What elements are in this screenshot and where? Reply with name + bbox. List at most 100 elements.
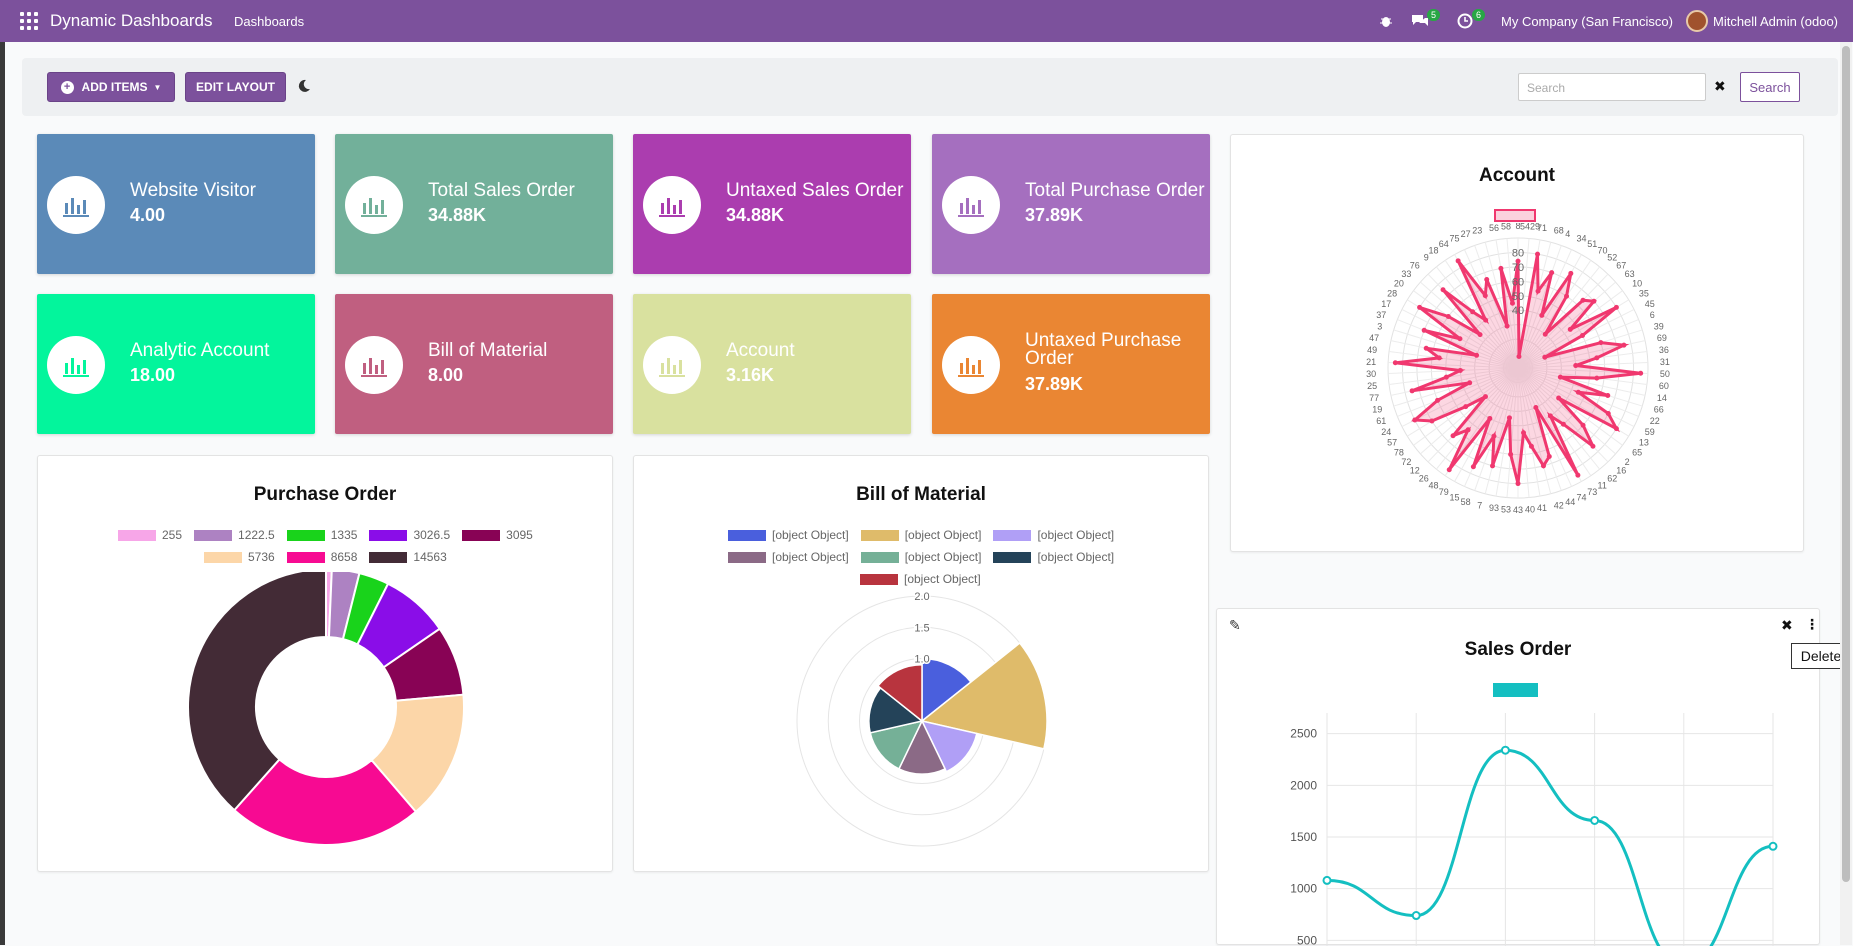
radar-point[interactable] bbox=[1547, 413, 1553, 419]
kpi-tile[interactable]: Website Visitor 4.00 bbox=[37, 134, 315, 274]
more-menu-icon[interactable]: ⋮ bbox=[1805, 616, 1819, 632]
edit-layout-button[interactable]: EDIT LAYOUT bbox=[185, 72, 286, 102]
radar-point[interactable] bbox=[1521, 430, 1527, 436]
radar-point[interactable] bbox=[1575, 389, 1581, 395]
kpi-tile[interactable]: Untaxed Sales Order 34.88K bbox=[633, 134, 911, 274]
radar-point[interactable] bbox=[1465, 427, 1471, 433]
bug-icon[interactable] bbox=[1379, 14, 1393, 33]
menu-dashboards[interactable]: Dashboards bbox=[234, 14, 305, 29]
clock-icon[interactable] bbox=[1457, 13, 1473, 34]
clear-search-icon[interactable]: ✖ bbox=[1714, 78, 1726, 94]
edit-icon[interactable]: ✎ bbox=[1229, 617, 1241, 633]
radar-point[interactable] bbox=[1590, 443, 1596, 449]
legend-item[interactable]: [object Object] bbox=[860, 528, 981, 542]
close-icon[interactable]: ✖ bbox=[1781, 617, 1793, 633]
radar-point[interactable] bbox=[1463, 404, 1469, 410]
radar-point[interactable] bbox=[1429, 418, 1435, 424]
radar-point[interactable] bbox=[1445, 313, 1451, 319]
radar-point[interactable] bbox=[1542, 331, 1548, 337]
radar-point[interactable] bbox=[1564, 293, 1570, 299]
radar-point[interactable] bbox=[1591, 298, 1597, 304]
radar-point[interactable] bbox=[1412, 417, 1418, 423]
radar-point[interactable] bbox=[1568, 270, 1574, 276]
legend-item[interactable]: [object Object] bbox=[993, 550, 1114, 564]
line-point[interactable] bbox=[1768, 841, 1778, 851]
radar-point[interactable] bbox=[1605, 392, 1611, 398]
line-point[interactable] bbox=[1590, 815, 1600, 825]
radar-point[interactable] bbox=[1621, 342, 1627, 348]
radar-point[interactable] bbox=[1440, 287, 1446, 293]
apps-grid-icon[interactable] bbox=[20, 12, 38, 30]
radar-point[interactable] bbox=[1483, 317, 1489, 323]
search-button[interactable]: Search bbox=[1740, 72, 1800, 102]
radar-point[interactable] bbox=[1482, 293, 1488, 299]
kpi-tile[interactable]: Total Purchase Order 37.89K bbox=[932, 134, 1210, 274]
radar-point[interactable] bbox=[1540, 463, 1546, 469]
radar-point[interactable] bbox=[1482, 394, 1488, 400]
radar-point[interactable] bbox=[1546, 454, 1552, 460]
radar-point[interactable] bbox=[1580, 422, 1586, 428]
radar-point[interactable] bbox=[1506, 415, 1512, 421]
line-point[interactable] bbox=[1500, 745, 1510, 755]
radar-point[interactable] bbox=[1392, 360, 1398, 366]
legend-item[interactable]: [object Object] bbox=[728, 550, 849, 564]
legend-item[interactable]: 14563 bbox=[369, 550, 447, 564]
radar-point[interactable] bbox=[1539, 312, 1545, 318]
search-input[interactable]: Search bbox=[1518, 73, 1706, 101]
radar-point[interactable] bbox=[1549, 270, 1555, 276]
radar-point[interactable] bbox=[1594, 375, 1600, 381]
radar-point[interactable] bbox=[1528, 443, 1534, 449]
add-items-button[interactable]: + ADD ITEMS ▼ bbox=[47, 72, 175, 102]
radar-point[interactable] bbox=[1491, 433, 1497, 439]
kpi-tile[interactable]: Analytic Account 18.00 bbox=[37, 294, 315, 434]
legend-item[interactable]: 1335 bbox=[286, 528, 357, 542]
radar-point[interactable] bbox=[1487, 415, 1493, 421]
kpi-tile[interactable]: Total Sales Order 34.88K bbox=[335, 134, 613, 274]
radar-point[interactable] bbox=[1515, 258, 1521, 264]
radar-point[interactable] bbox=[1470, 464, 1476, 470]
app-brand[interactable]: Dynamic Dashboards bbox=[50, 11, 213, 30]
radar-point[interactable] bbox=[1579, 332, 1585, 338]
moon-icon[interactable] bbox=[296, 78, 312, 99]
radar-point[interactable] bbox=[1470, 309, 1476, 315]
radar-point[interactable] bbox=[1509, 300, 1515, 306]
radar-point[interactable] bbox=[1638, 370, 1644, 376]
radar-point[interactable] bbox=[1560, 421, 1566, 427]
polar-slice[interactable] bbox=[921, 657, 972, 723]
radar-point[interactable] bbox=[1594, 355, 1600, 361]
radar-point[interactable] bbox=[1542, 354, 1548, 360]
legend-item[interactable]: [object Object] bbox=[728, 528, 849, 542]
legend-item[interactable]: 3026.5 bbox=[369, 528, 450, 542]
radar-point[interactable] bbox=[1409, 388, 1415, 394]
radar-point[interactable] bbox=[1580, 297, 1586, 303]
radar-point[interactable] bbox=[1567, 326, 1573, 332]
radar-point[interactable] bbox=[1446, 467, 1452, 473]
radar-point[interactable] bbox=[1436, 355, 1442, 361]
radar-point[interactable] bbox=[1421, 327, 1427, 333]
radar-point[interactable] bbox=[1575, 472, 1581, 478]
radar-point[interactable] bbox=[1498, 265, 1504, 271]
legend-item[interactable]: [object Object] bbox=[993, 528, 1114, 542]
kpi-tile[interactable]: Bill of Material 8.00 bbox=[335, 294, 613, 434]
scrollbar-thumb[interactable] bbox=[1842, 46, 1850, 882]
radar-point[interactable] bbox=[1474, 352, 1480, 358]
radar-point[interactable] bbox=[1535, 251, 1541, 257]
radar-point[interactable] bbox=[1457, 336, 1463, 342]
legend-item[interactable]: 5736 bbox=[204, 550, 275, 564]
legend-item[interactable]: 3095 bbox=[462, 528, 533, 542]
kpi-tile[interactable]: Untaxed Purchase Order 37.89K bbox=[932, 294, 1210, 434]
radar-point[interactable] bbox=[1443, 374, 1449, 380]
radar-point[interactable] bbox=[1450, 433, 1456, 439]
legend-item[interactable]: [object Object] bbox=[860, 572, 981, 586]
radar-point[interactable] bbox=[1477, 332, 1483, 338]
radar-point[interactable] bbox=[1515, 481, 1521, 487]
legend-item[interactable]: 1222.5 bbox=[194, 528, 275, 542]
polar-slice[interactable] bbox=[876, 663, 923, 723]
radar-point[interactable] bbox=[1457, 367, 1463, 373]
chat-icon[interactable] bbox=[1411, 13, 1429, 34]
legend-item[interactable]: [object Object] bbox=[860, 550, 981, 564]
radar-point[interactable] bbox=[1435, 397, 1441, 403]
radar-point[interactable] bbox=[1516, 353, 1522, 359]
radar-point[interactable] bbox=[1535, 288, 1541, 294]
doughnut-slice[interactable] bbox=[187, 572, 327, 812]
